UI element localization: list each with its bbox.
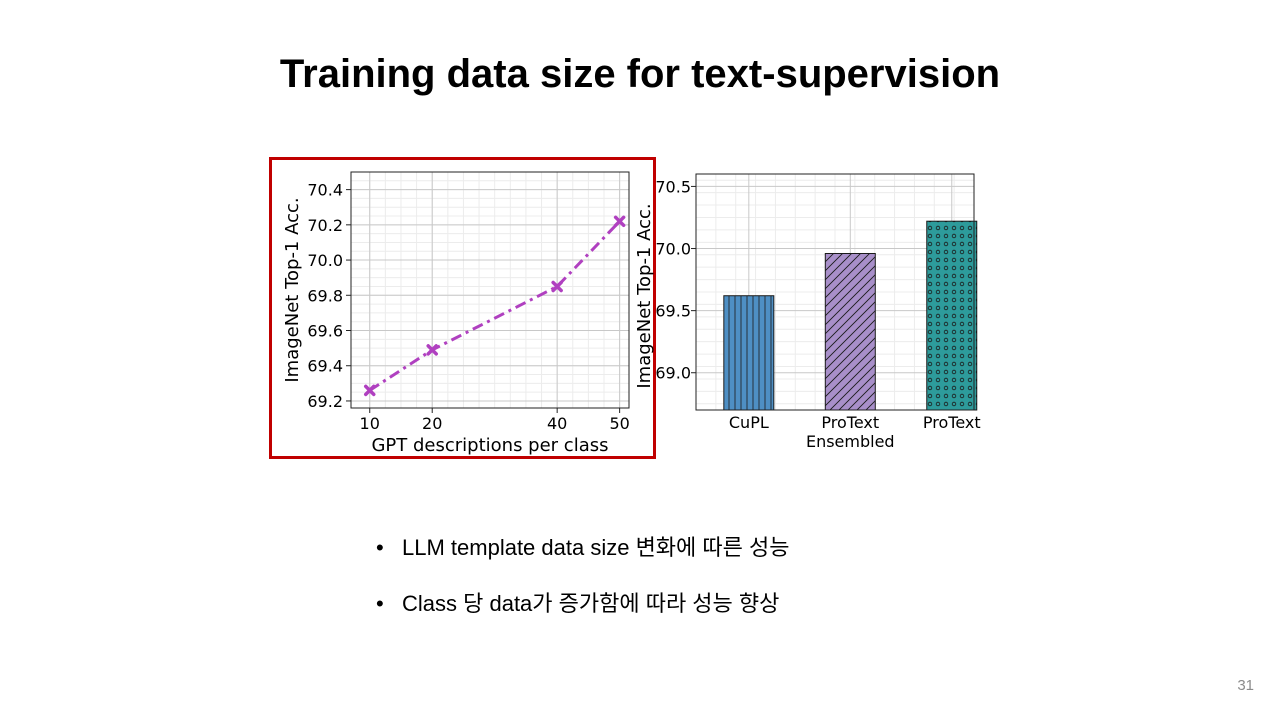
y-tick-label: 69.2 <box>307 392 343 411</box>
bar-chart-y-ticks: 69.0 69.5 70.0 70.5 <box>655 177 696 383</box>
x-tick-label: CuPL <box>729 413 769 432</box>
y-tick-label: 69.0 <box>655 364 691 383</box>
x-tick-label: 50 <box>609 414 629 433</box>
y-tick-label: 69.6 <box>307 322 343 341</box>
x-tick-label: ProText Ensembled <box>806 413 895 451</box>
x-tick-label: 20 <box>422 414 442 433</box>
x-tick-label-line: Ensembled <box>806 432 895 451</box>
line-chart-y-ticks: 69.2 69.4 69.6 69.8 70.0 70.2 70.4 <box>307 181 351 411</box>
bar-chart: 69.069.570.070.5 CuPL ProText EnsembledPro… <box>634 173 981 451</box>
bullet-item: • Class 당 data가 증가함에 따라 성능 향상 <box>376 588 789 644</box>
line-chart: 69.2 69.4 69.6 69.8 70.0 70.2 70.4 10 20 40 50 GP… <box>282 171 630 456</box>
line-chart-grid <box>351 172 629 408</box>
y-tick-label: 70.2 <box>307 216 343 235</box>
highlight-box <box>269 157 656 459</box>
series-line <box>368 220 621 392</box>
line-chart-frame <box>350 171 630 409</box>
line-chart-y-label: ImageNet Top-1 Acc. <box>282 197 303 382</box>
data-point-marker <box>613 215 626 228</box>
data-point-marker <box>426 344 438 356</box>
bullet-dot: • <box>376 535 384 560</box>
data-point-marker <box>363 384 376 397</box>
x-tick-label-line: ProText <box>923 413 981 432</box>
bullet-dot: • <box>376 591 384 616</box>
data-point-marker <box>551 280 563 293</box>
x-tick-label: 40 <box>547 414 567 433</box>
slide-title: Training data size for text-supervision <box>279 52 1001 96</box>
bar <box>824 252 876 411</box>
x-tick-label-line: ProText <box>821 413 879 432</box>
bar <box>723 295 775 411</box>
bar <box>926 220 978 411</box>
x-tick-label: 10 <box>360 414 380 433</box>
x-tick-label: ProText <box>923 413 981 432</box>
x-tick-label-line: CuPL <box>729 413 769 432</box>
bullet-item: • LLM template data size 변화에 따른 성능 <box>376 532 789 588</box>
line-chart-series <box>363 215 626 397</box>
bar-chart-y-label: ImageNet Top-1 Acc. <box>634 203 655 388</box>
line-chart-x-label: GPT descriptions per class <box>371 435 608 456</box>
page-number: 31 <box>1237 677 1254 694</box>
y-tick-label: 70.5 <box>655 177 691 196</box>
y-tick-label: 70.4 <box>307 181 343 200</box>
y-tick-label: 69.8 <box>307 286 343 305</box>
bullet-text: LLM template data size 변화에 따른 성능 <box>402 535 790 560</box>
y-tick-label: 70.0 <box>307 251 343 270</box>
y-tick-label: 70.0 <box>655 240 691 259</box>
bar-chart-frame <box>695 173 975 411</box>
y-tick-label: 69.5 <box>655 302 691 321</box>
bullet-text: Class 당 data가 증가함에 따라 성능 향상 <box>402 591 780 616</box>
y-tick-label: 69.4 <box>307 357 343 376</box>
bullet-list: • LLM template data size 변화에 따른 성능 • Cla… <box>376 532 789 644</box>
line-chart-x-ticks: 10 20 40 50 <box>360 408 630 433</box>
